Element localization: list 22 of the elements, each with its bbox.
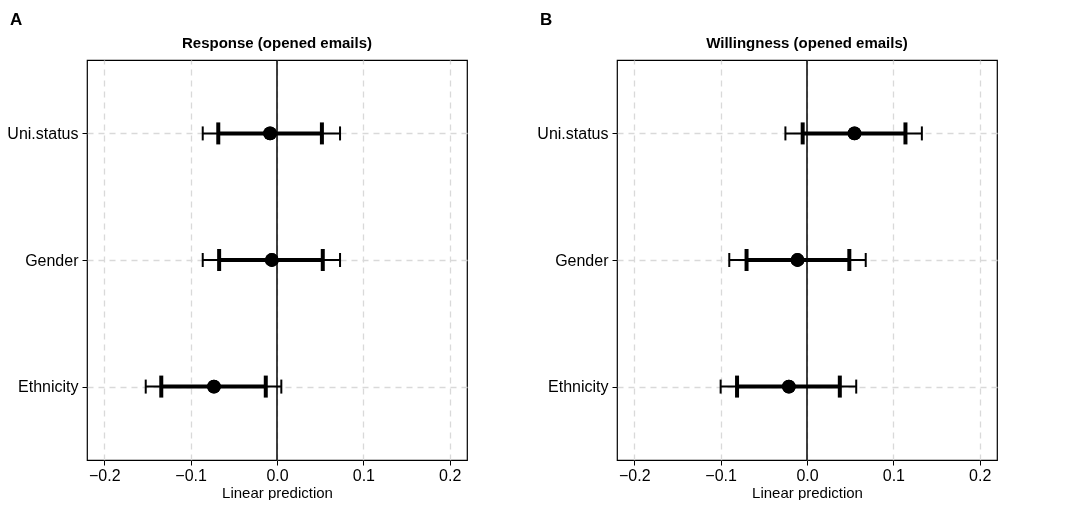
chart-title: Willingness (opened emails) (706, 34, 908, 52)
x-tick-label: −0.1 (175, 466, 208, 484)
y-tick-label: Ethnicity (548, 378, 609, 396)
x-tick-label: −0.2 (618, 466, 651, 484)
x-tick-label: −0.2 (88, 466, 121, 484)
text: B (540, 10, 553, 30)
x-tick-label: 0.0 (796, 466, 819, 484)
x-tick-label: 0.2 (969, 466, 992, 484)
x-axis-title: Linear prediction (752, 483, 863, 501)
y-tick-label: Uni.status (537, 124, 609, 142)
x-tick-label: 0.1 (352, 466, 376, 484)
chart-title: Response (opened emails) (181, 34, 373, 52)
x-axis-title: Linear prediction (222, 483, 333, 501)
x-tick-label: 0.1 (882, 466, 906, 484)
text: A (10, 10, 23, 30)
y-tick-label: Gender (555, 251, 610, 269)
x-tick-label: −0.1 (705, 466, 738, 484)
y-tick-label: Uni.status (7, 124, 79, 142)
y-tick-label: Gender (25, 251, 80, 269)
x-tick-label: 0.2 (439, 466, 462, 484)
y-tick-label: Ethnicity (18, 378, 79, 396)
x-tick-label: 0.0 (266, 466, 289, 484)
